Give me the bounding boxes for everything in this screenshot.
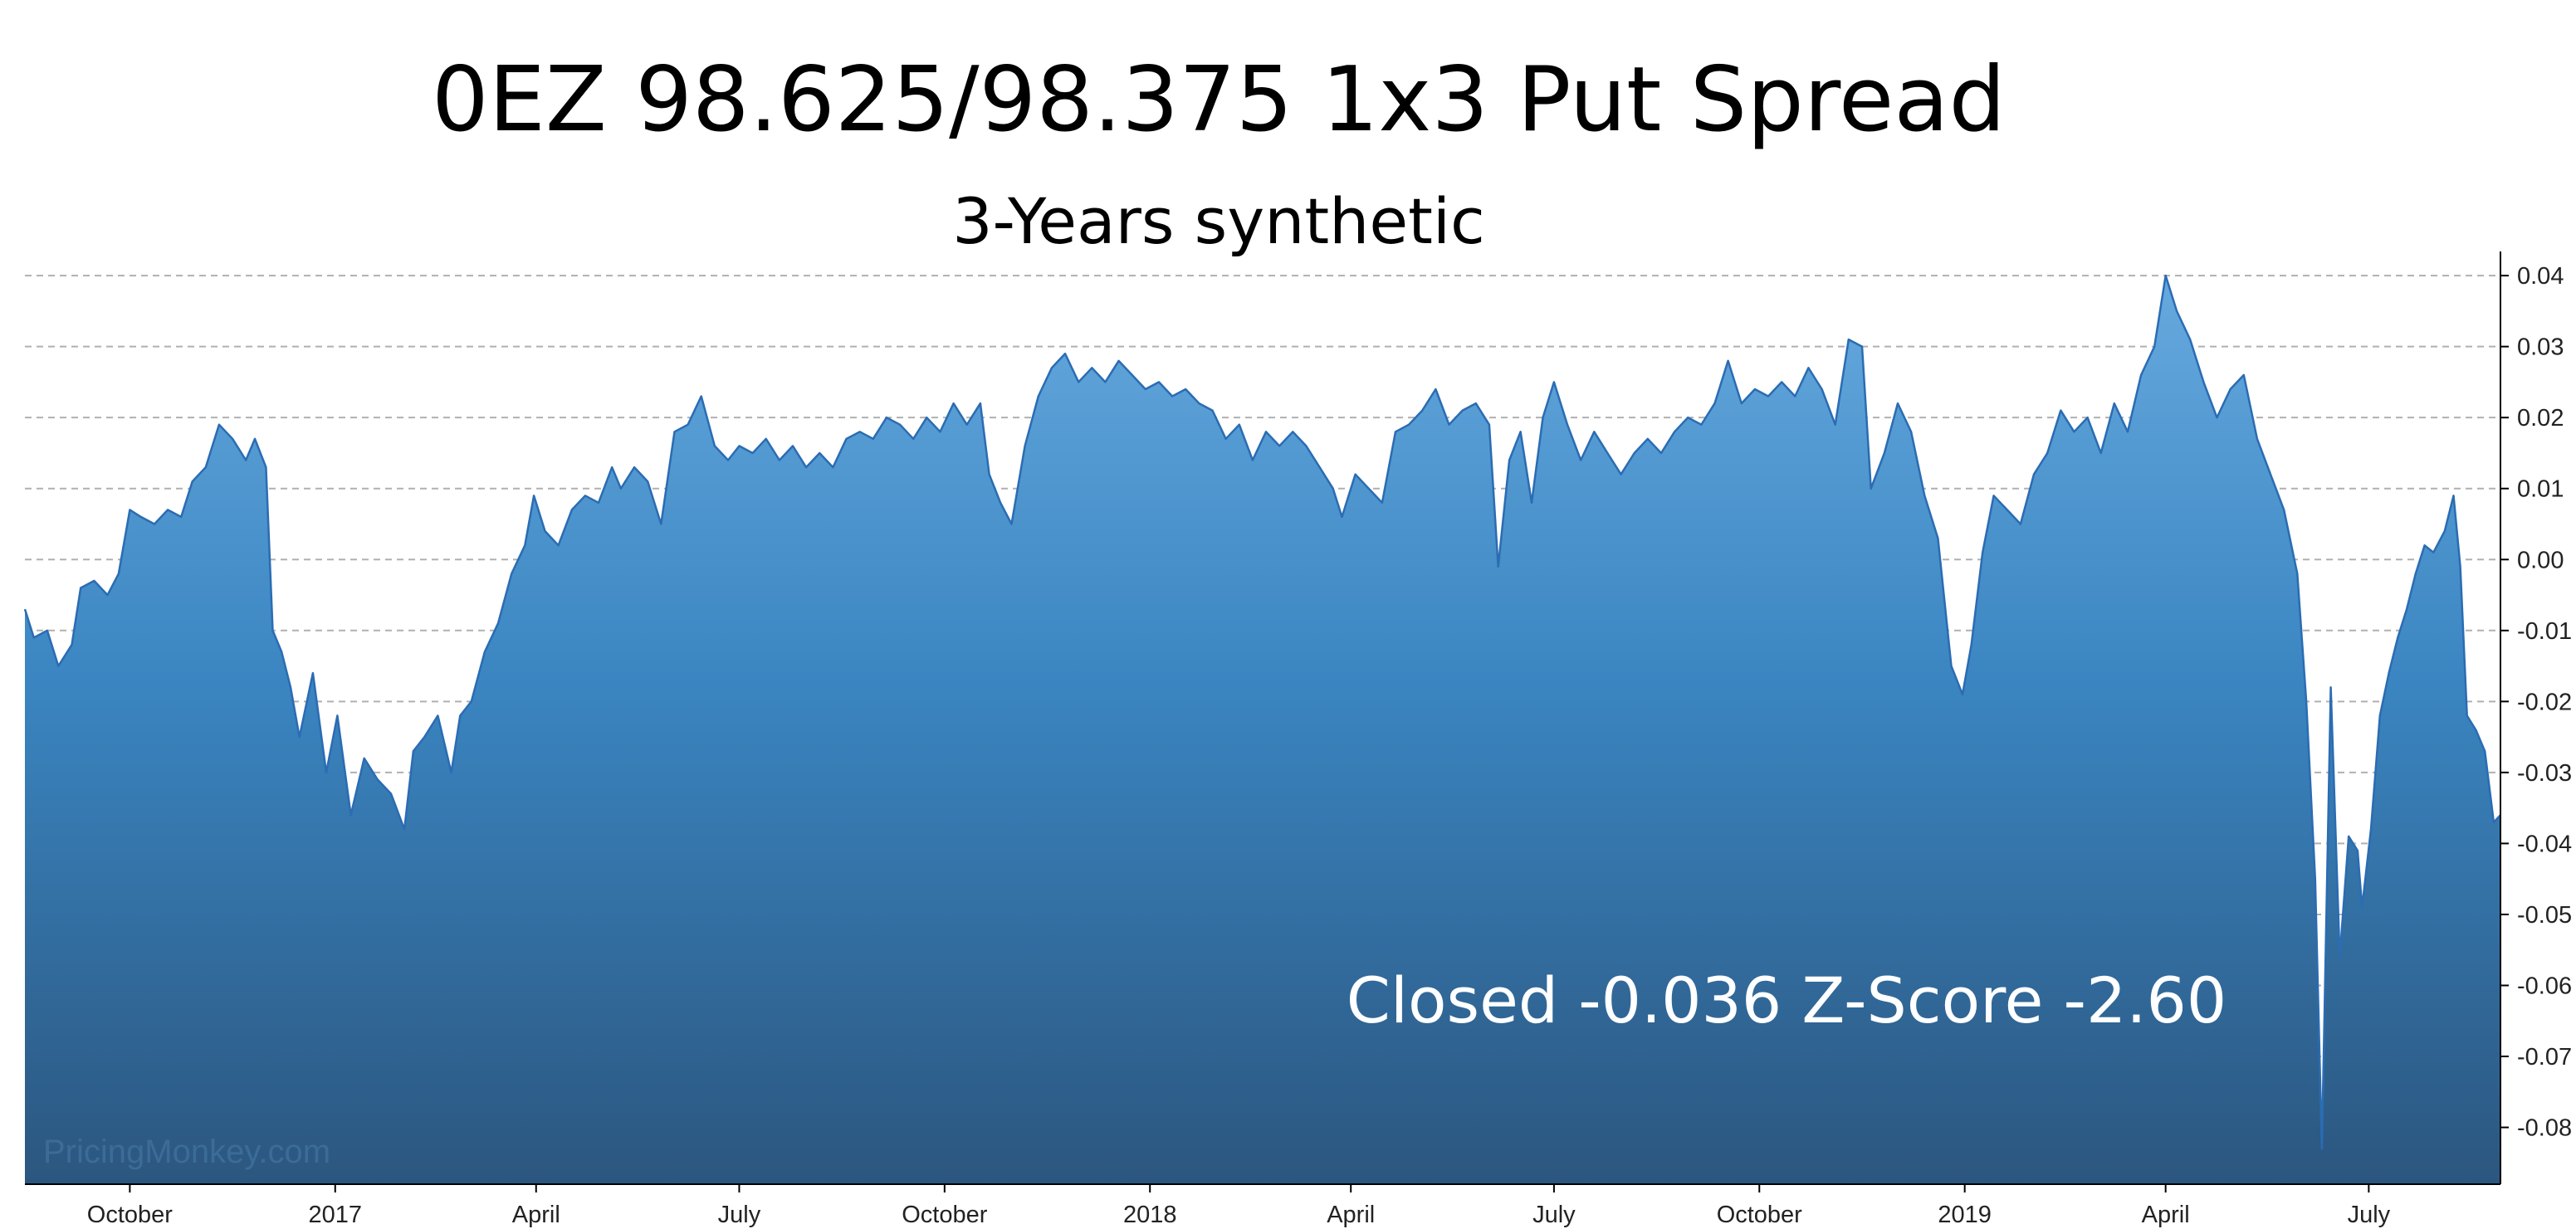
- y-tick-label: -0.08: [2517, 1115, 2572, 1142]
- x-tick-label: April: [2142, 1202, 2190, 1228]
- x-tick-label: July: [2348, 1202, 2391, 1228]
- x-tick-label: April: [1327, 1202, 1375, 1228]
- x-tick-label: 2019: [1938, 1202, 1992, 1228]
- area-fill: [25, 276, 2500, 1185]
- x-tick-label: 2017: [309, 1202, 363, 1228]
- y-tick-label: -0.01: [2517, 618, 2572, 645]
- y-axis-ticks: 0.04 0.03 0.02 0.01 0.00 -0.01 -0.02 -0.03 -0.04…: [2500, 263, 2572, 1142]
- chart-subtitle: 3-Years synthetic: [952, 184, 1485, 258]
- x-tick-label: July: [718, 1202, 761, 1228]
- y-tick-label: -0.04: [2517, 831, 2572, 857]
- x-tick-label: July: [1532, 1202, 1576, 1228]
- x-tick-label: October: [87, 1202, 173, 1228]
- x-axis-ticks: October 2017 April July October 2018 April July…: [87, 1184, 2391, 1228]
- watermark: PricingMonkey.com: [43, 1134, 330, 1170]
- x-tick-label: October: [902, 1202, 987, 1228]
- y-tick-label: -0.03: [2517, 760, 2572, 787]
- y-tick-label: 0.03: [2517, 334, 2564, 361]
- y-tick-label: 0.01: [2517, 476, 2564, 503]
- y-tick-label: -0.02: [2517, 689, 2572, 715]
- y-tick-label: 0.02: [2517, 405, 2564, 432]
- y-tick-label: -0.06: [2517, 973, 2572, 999]
- y-tick-label: -0.05: [2517, 902, 2572, 929]
- series-line: [23, 274, 2501, 1150]
- y-tick-label: 0.00: [2517, 547, 2564, 573]
- closed-zscore-annotation: Closed -0.036 Z-Score -2.60: [1347, 963, 2227, 1037]
- chart-title: 0EZ 98.625/98.375 1x3 Put Spread: [431, 48, 2007, 152]
- x-tick-label: October: [1717, 1202, 1802, 1228]
- x-tick-label: 2018: [1123, 1202, 1177, 1228]
- x-tick-label: April: [512, 1202, 560, 1228]
- y-tick-label: 0.04: [2517, 263, 2564, 290]
- y-tick-label: -0.07: [2517, 1044, 2572, 1070]
